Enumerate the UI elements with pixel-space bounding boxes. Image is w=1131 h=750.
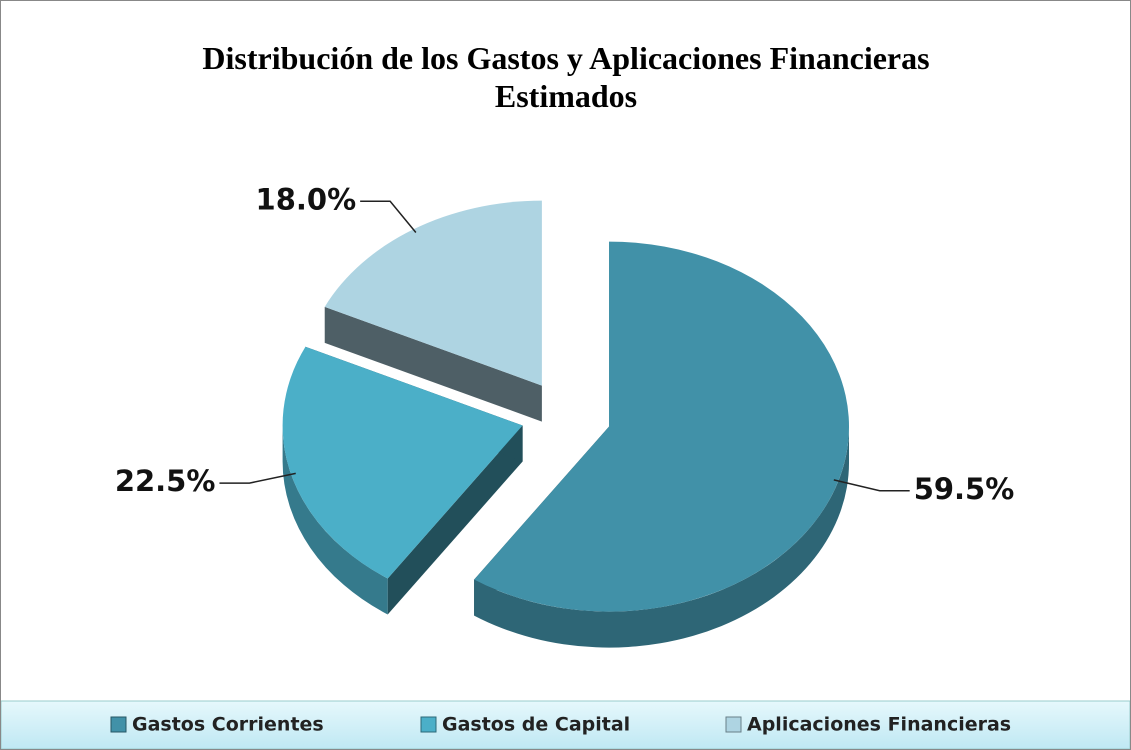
leader-line bbox=[360, 200, 417, 234]
slice-wall bbox=[474, 426, 850, 648]
pie-slice bbox=[324, 200, 542, 386]
slice bbox=[282, 346, 523, 615]
legend-swatch bbox=[420, 716, 437, 733]
chart-title: Distribución de los Gastos y Aplicacione… bbox=[202, 40, 930, 114]
legend-label: Aplicaciones Financieras bbox=[747, 714, 1011, 736]
data-label: 22.5% bbox=[115, 464, 216, 498]
slice-wall bbox=[282, 425, 388, 615]
legend-label: Gastos de Capital bbox=[442, 714, 630, 736]
legend-label: Gastos Corrientes bbox=[132, 714, 324, 736]
data-label: 59.5% bbox=[914, 472, 1015, 506]
leader-line bbox=[219, 472, 296, 484]
leader-line bbox=[833, 479, 910, 492]
slice bbox=[474, 241, 850, 648]
legend-swatch bbox=[725, 716, 742, 733]
slice-side bbox=[324, 306, 542, 422]
legend-swatch bbox=[110, 716, 127, 733]
slice-side bbox=[387, 425, 523, 615]
pie-slice bbox=[474, 241, 850, 612]
data-label: 18.0% bbox=[256, 182, 357, 216]
legend-box bbox=[1, 700, 1130, 749]
pie-slice bbox=[282, 346, 523, 579]
slice bbox=[324, 200, 542, 422]
